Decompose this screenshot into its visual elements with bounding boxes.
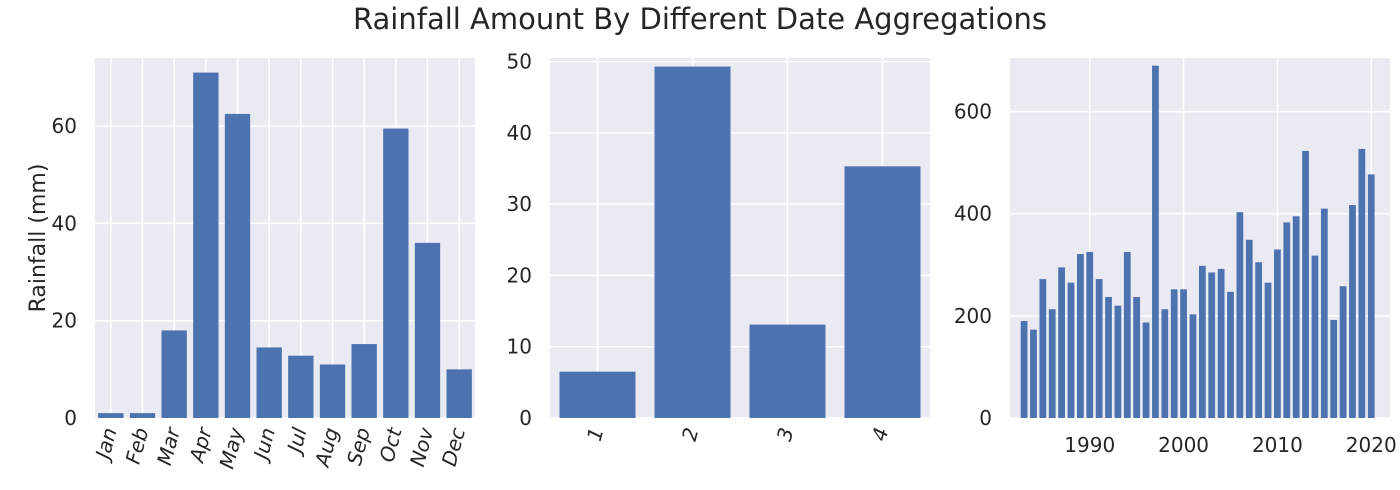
y-tick-label: 20 bbox=[507, 263, 532, 287]
y-tick-label: 20 bbox=[52, 309, 77, 333]
bar bbox=[1189, 314, 1197, 418]
x-tick-label: Nov bbox=[405, 424, 439, 469]
x-tick-label: Jun bbox=[248, 425, 280, 465]
x-tick-label: Jul bbox=[281, 425, 312, 459]
x-tick-label: 2020 bbox=[1346, 433, 1397, 457]
bar bbox=[1367, 174, 1375, 418]
bar bbox=[1020, 320, 1028, 418]
y-tick-label: 60 bbox=[52, 114, 77, 138]
bar bbox=[414, 242, 441, 418]
bar bbox=[1170, 289, 1178, 418]
bar bbox=[1180, 289, 1187, 418]
bar bbox=[1283, 222, 1291, 418]
bar bbox=[1123, 252, 1131, 418]
y-tick-label: 0 bbox=[519, 406, 532, 430]
x-tick-label: 4 bbox=[867, 425, 893, 444]
x-tick-label: 2010 bbox=[1252, 433, 1303, 457]
y-tick-label: 600 bbox=[954, 100, 992, 124]
bar bbox=[654, 66, 731, 419]
bar bbox=[1161, 309, 1169, 418]
bar bbox=[288, 355, 314, 418]
bar bbox=[98, 413, 124, 418]
bar bbox=[319, 364, 346, 418]
y-tick-label: 400 bbox=[954, 202, 992, 226]
bar bbox=[1133, 296, 1141, 418]
quarterly-rainfall-panel: 0 10 20 30 40 50 1 2 3 4 bbox=[507, 50, 930, 444]
bar bbox=[1227, 291, 1234, 418]
bar bbox=[1114, 305, 1122, 418]
bar bbox=[1067, 282, 1075, 418]
bar bbox=[1245, 239, 1253, 418]
bar bbox=[1320, 208, 1328, 418]
bar bbox=[1349, 205, 1356, 418]
bar bbox=[1208, 272, 1216, 418]
x-tick-label: 1990 bbox=[1064, 433, 1115, 457]
x-tick-label: Dec bbox=[437, 425, 470, 469]
y-tick-label: 0 bbox=[979, 406, 992, 430]
bar bbox=[1105, 296, 1112, 418]
y-tick-label: 10 bbox=[507, 335, 532, 359]
bar bbox=[383, 128, 409, 419]
bar bbox=[1236, 212, 1244, 418]
bar bbox=[446, 369, 472, 418]
bar bbox=[1292, 216, 1300, 418]
bar bbox=[1039, 279, 1047, 418]
bar bbox=[1264, 282, 1272, 418]
bar bbox=[1058, 267, 1065, 418]
x-tick-label: May bbox=[214, 424, 248, 471]
x-tick-label: 2 bbox=[677, 425, 703, 444]
y-tick-label: 30 bbox=[507, 192, 532, 216]
bar bbox=[1311, 255, 1319, 418]
bar bbox=[1076, 254, 1084, 418]
bar bbox=[1198, 265, 1206, 418]
bar bbox=[1255, 262, 1263, 418]
y-tick-label: 50 bbox=[507, 50, 532, 74]
bar bbox=[749, 324, 826, 418]
x-tick-label: Mar bbox=[152, 423, 185, 467]
x-tick-label: Aug bbox=[310, 425, 344, 471]
bar bbox=[193, 72, 219, 418]
bar bbox=[1274, 249, 1281, 418]
bar bbox=[1358, 148, 1366, 418]
y-axis-label: Rainfall (mm) bbox=[26, 164, 51, 313]
bar bbox=[1048, 309, 1056, 418]
bar bbox=[1095, 279, 1103, 418]
x-tick-label: Jan bbox=[89, 425, 121, 465]
bar bbox=[351, 344, 377, 418]
x-tick-label: Apr bbox=[184, 423, 217, 466]
bar bbox=[161, 330, 187, 418]
x-tick-label: Oct bbox=[375, 424, 407, 465]
bar bbox=[1217, 268, 1225, 418]
bar bbox=[1152, 65, 1159, 418]
x-tick-label: 2000 bbox=[1158, 433, 1209, 457]
x-tick-label: 1 bbox=[582, 425, 608, 444]
x-tick-label: Sep bbox=[342, 425, 375, 468]
bar bbox=[844, 166, 921, 418]
bar bbox=[1330, 319, 1338, 418]
bar bbox=[224, 113, 251, 418]
bar bbox=[1339, 286, 1347, 418]
bar bbox=[129, 413, 156, 418]
y-tick-label: 40 bbox=[507, 121, 532, 145]
x-tick-label: 3 bbox=[772, 425, 798, 444]
plot-background bbox=[95, 58, 475, 418]
bar bbox=[1142, 322, 1150, 418]
bar bbox=[256, 347, 282, 418]
y-tick-label: 200 bbox=[954, 304, 992, 328]
bar bbox=[1302, 150, 1309, 419]
bar bbox=[1086, 252, 1094, 418]
x-tick-label: Feb bbox=[121, 425, 154, 466]
bar bbox=[1030, 329, 1037, 418]
yearly-rainfall-panel: 0 200 400 600 1990 2000 2010 2020 bbox=[954, 58, 1397, 457]
figure-title: Rainfall Amount By Different Date Aggreg… bbox=[353, 2, 1047, 36]
bar bbox=[559, 371, 636, 418]
y-tick-label: 40 bbox=[52, 211, 77, 235]
y-tick-label: 0 bbox=[64, 406, 77, 430]
